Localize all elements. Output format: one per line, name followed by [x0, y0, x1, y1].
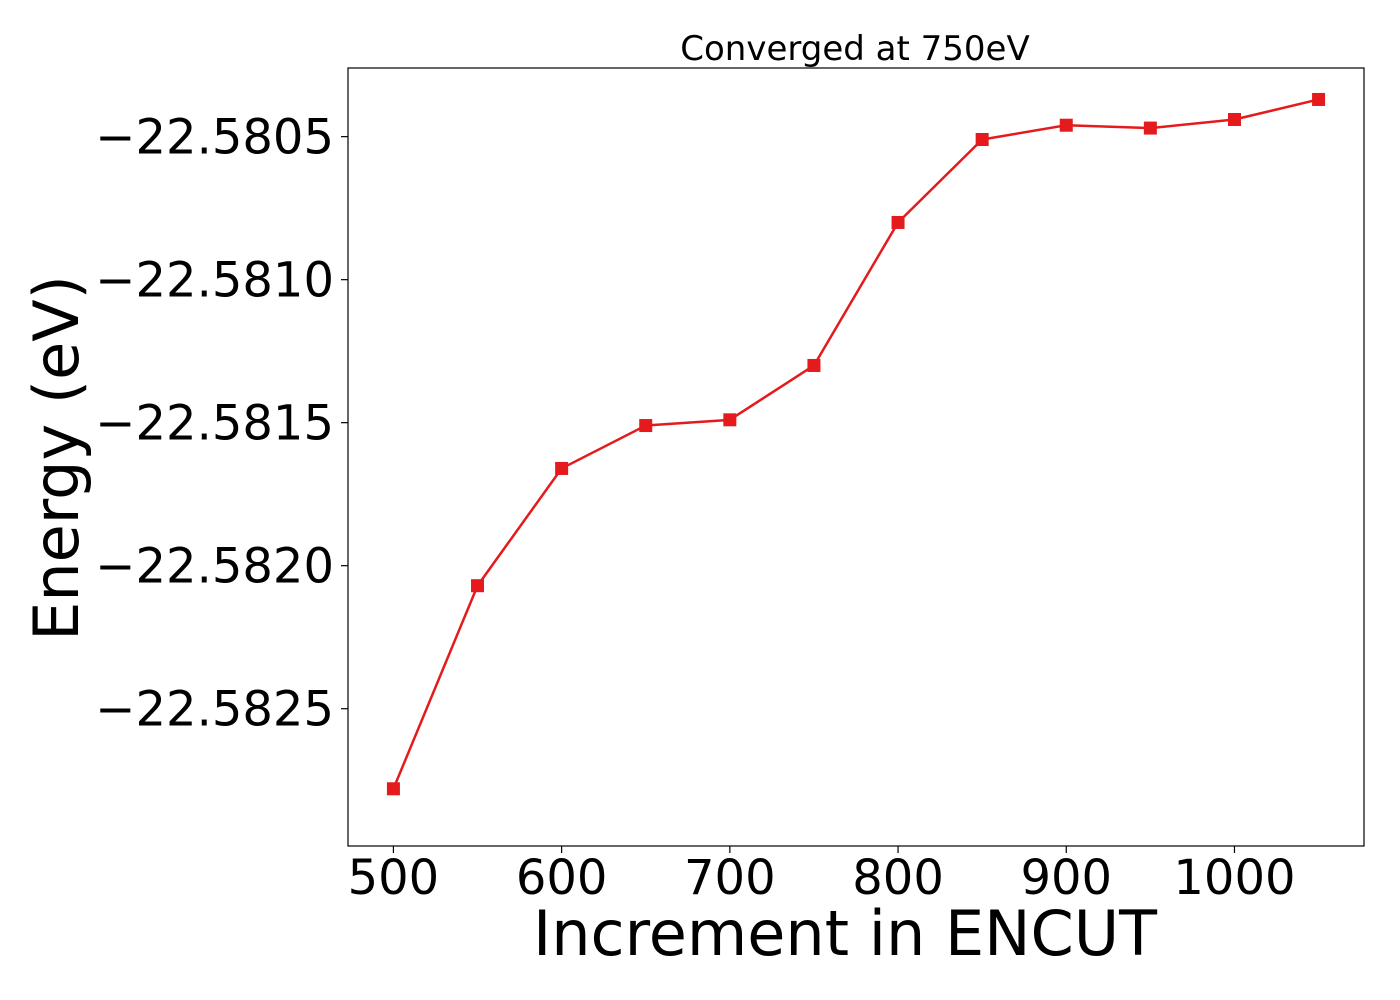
x-tick-label: 700: [684, 850, 776, 906]
axes: 500 600 700 800 900 1000 −22.5825 −22.5820 −22.5…: [95, 67, 1365, 906]
y-tick-label: −22.5815: [95, 396, 334, 452]
data-point: [1227, 112, 1241, 126]
data-point: [1312, 92, 1326, 106]
data-point: [723, 413, 737, 427]
x-tick-label: 800: [852, 850, 944, 906]
x-tick-label: 900: [1020, 850, 1112, 906]
x-tick-label: 500: [348, 850, 440, 906]
data-point: [386, 782, 400, 796]
y-tick-label: −22.5810: [95, 253, 334, 309]
x-tick-label: 600: [516, 850, 608, 906]
data-point: [1059, 118, 1073, 132]
y-tick-label: −22.5825: [95, 682, 334, 738]
data-point: [891, 215, 905, 229]
y-tick-label: −22.5805: [95, 110, 334, 166]
data-point: [1143, 121, 1157, 135]
x-axis-label: Increment in ENCUT: [533, 897, 1158, 970]
data-point: [471, 579, 485, 593]
data-point: [807, 358, 821, 372]
x-tick-label: 1000: [1173, 850, 1295, 906]
y-tick-label: −22.5820: [95, 539, 334, 595]
data-point: [975, 133, 989, 147]
data-point: [555, 461, 569, 475]
chart-title: Converged at 750eV: [680, 29, 1029, 69]
series-line: [392, 98, 1319, 790]
plot-frame: [347, 67, 1365, 847]
y-axis-label: Energy (eV): [20, 275, 93, 641]
data-point: [639, 419, 653, 433]
plot-area: [386, 92, 1326, 796]
